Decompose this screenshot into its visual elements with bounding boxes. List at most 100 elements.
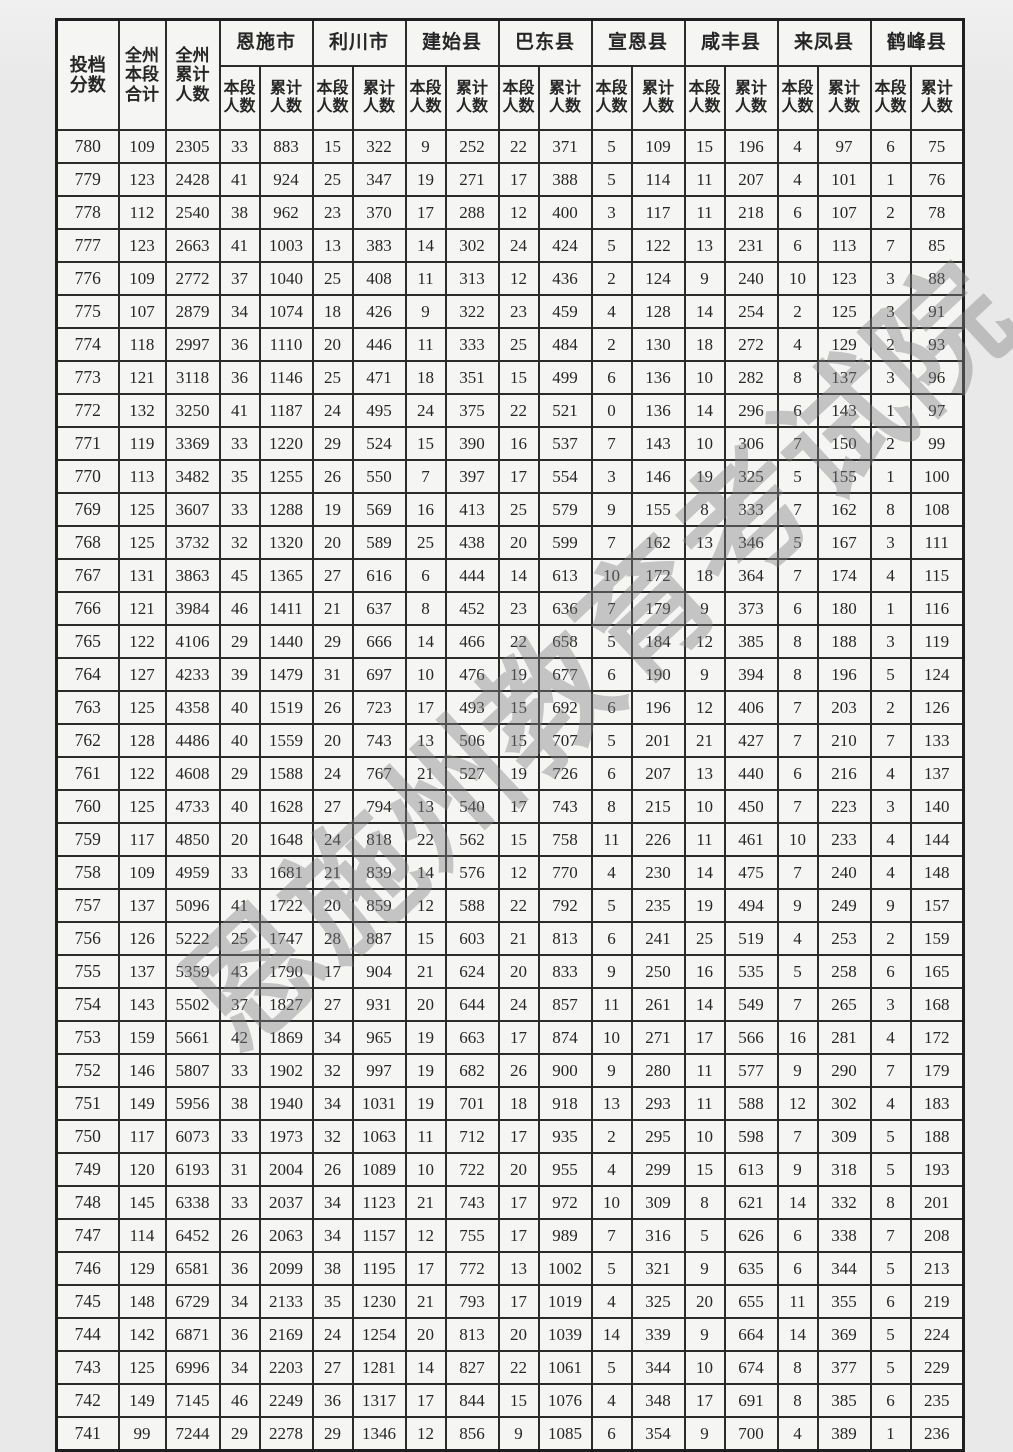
count-cell: 31 (218, 1152, 261, 1187)
count-cell: 9 (683, 261, 726, 296)
count-cell: 20 (497, 1317, 540, 1352)
count-cell: 6 (869, 129, 912, 164)
count-cell: 677 (537, 657, 593, 692)
score-cell: 771 (55, 426, 120, 461)
count-cell: 33 (218, 855, 261, 890)
count-cell: 19 (404, 162, 447, 197)
count-cell: 316 (630, 1218, 686, 1253)
count-cell: 436 (537, 261, 593, 296)
count-cell: 4 (869, 756, 912, 791)
count-cell: 9 (776, 888, 819, 923)
count-cell: 122 (117, 756, 167, 791)
count-cell: 126 (909, 690, 965, 725)
count-cell: 3863 (164, 558, 221, 593)
table-row: 754 143 5502 37 1827 27 931 20 644 24 857 11 261 14 54… (55, 987, 965, 1022)
count-cell: 5 (590, 624, 633, 659)
count-cell: 322 (351, 129, 407, 164)
count-cell: 6 (590, 756, 633, 791)
count-cell: 149 (117, 1383, 167, 1418)
sub-header-cumulative: 累计 人数 (537, 65, 593, 131)
count-cell: 792 (537, 888, 593, 923)
score-cell: 772 (55, 393, 120, 428)
count-cell: 137 (909, 756, 965, 791)
sub-header-cumulative: 累计 人数 (909, 65, 965, 131)
count-cell: 348 (630, 1383, 686, 1418)
count-cell: 168 (909, 987, 965, 1022)
count-cell: 2004 (258, 1152, 314, 1187)
count-cell: 6 (590, 690, 633, 725)
count-cell: 100 (909, 459, 965, 494)
count-cell: 27 (311, 558, 354, 593)
count-cell: 10 (776, 822, 819, 857)
count-cell: 495 (351, 393, 407, 428)
count-cell: 107 (117, 294, 167, 329)
count-cell: 5661 (164, 1020, 221, 1055)
score-cell: 752 (55, 1053, 120, 1088)
count-cell: 4959 (164, 855, 221, 890)
count-cell: 3 (869, 789, 912, 824)
count-cell: 123 (816, 261, 872, 296)
count-cell: 1902 (258, 1053, 314, 1088)
count-cell: 33 (218, 492, 261, 527)
count-cell: 21 (404, 1185, 447, 1220)
count-cell: 27 (311, 789, 354, 824)
count-cell: 155 (630, 492, 686, 527)
count-cell: 1123 (351, 1185, 407, 1220)
count-cell: 723 (351, 690, 407, 725)
table-row: 763 125 4358 40 1519 26 723 17 493 15 692 6 196 12 406… (55, 690, 965, 725)
count-cell: 726 (537, 756, 593, 791)
count-cell: 588 (723, 1086, 779, 1121)
count-cell: 394 (723, 657, 779, 692)
count-cell: 2249 (258, 1383, 314, 1418)
count-cell: 997 (351, 1053, 407, 1088)
count-cell: 20 (311, 723, 354, 758)
count-cell: 1869 (258, 1020, 314, 1055)
count-cell: 36 (311, 1383, 354, 1418)
region-header-5: 咸丰县 (683, 18, 779, 67)
count-cell: 196 (816, 657, 872, 692)
count-cell: 577 (723, 1053, 779, 1088)
count-cell: 33 (218, 129, 261, 164)
count-cell: 229 (909, 1350, 965, 1385)
count-cell: 6 (590, 921, 633, 956)
sub-header-segment: 本段 人数 (311, 65, 354, 131)
count-cell: 8 (683, 1185, 726, 1220)
count-cell: 6193 (164, 1152, 221, 1187)
count-cell: 295 (630, 1119, 686, 1154)
table-row: 746 129 6581 36 2099 38 1195 17 772 13 1002 5 321 9 63… (55, 1251, 965, 1286)
score-cell: 753 (55, 1020, 120, 1055)
count-cell: 637 (351, 591, 407, 626)
count-cell: 10 (683, 360, 726, 395)
count-cell: 466 (444, 624, 500, 659)
count-cell: 17 (404, 690, 447, 725)
count-cell: 17 (683, 1020, 726, 1055)
count-cell: 207 (723, 162, 779, 197)
count-cell: 390 (444, 426, 500, 461)
count-cell: 758 (537, 822, 593, 857)
count-cell: 10 (404, 657, 447, 692)
count-cell: 123 (117, 228, 167, 263)
count-cell: 14 (683, 855, 726, 890)
count-cell: 2663 (164, 228, 221, 263)
count-cell: 281 (816, 1020, 872, 1055)
count-cell: 562 (444, 822, 500, 857)
count-cell: 19 (311, 492, 354, 527)
count-cell: 29 (218, 1416, 261, 1452)
count-cell: 2169 (258, 1317, 314, 1352)
count-cell: 1 (869, 591, 912, 626)
count-cell: 11 (590, 822, 633, 857)
count-cell: 159 (117, 1020, 167, 1055)
count-cell: 233 (816, 822, 872, 857)
count-cell: 5 (776, 954, 819, 989)
table-row: 762 128 4486 40 1559 20 743 13 506 15 707 5 201 21 427… (55, 723, 965, 758)
count-cell: 7 (590, 525, 633, 560)
count-cell: 1195 (351, 1251, 407, 1286)
table-row: 756 126 5222 25 1747 28 887 15 603 21 813 6 241 25 519… (55, 921, 965, 956)
count-cell: 29 (311, 624, 354, 659)
table-row: 775 107 2879 34 1074 18 426 9 322 23 459 4 128 14 254 2… (55, 294, 965, 329)
count-cell: 743 (444, 1185, 500, 1220)
count-cell: 7 (869, 1218, 912, 1253)
count-cell: 26 (311, 459, 354, 494)
count-cell: 265 (816, 987, 872, 1022)
table-row: 747 114 6452 26 2063 34 1157 12 755 17 989 7 316 5 626… (55, 1218, 965, 1253)
